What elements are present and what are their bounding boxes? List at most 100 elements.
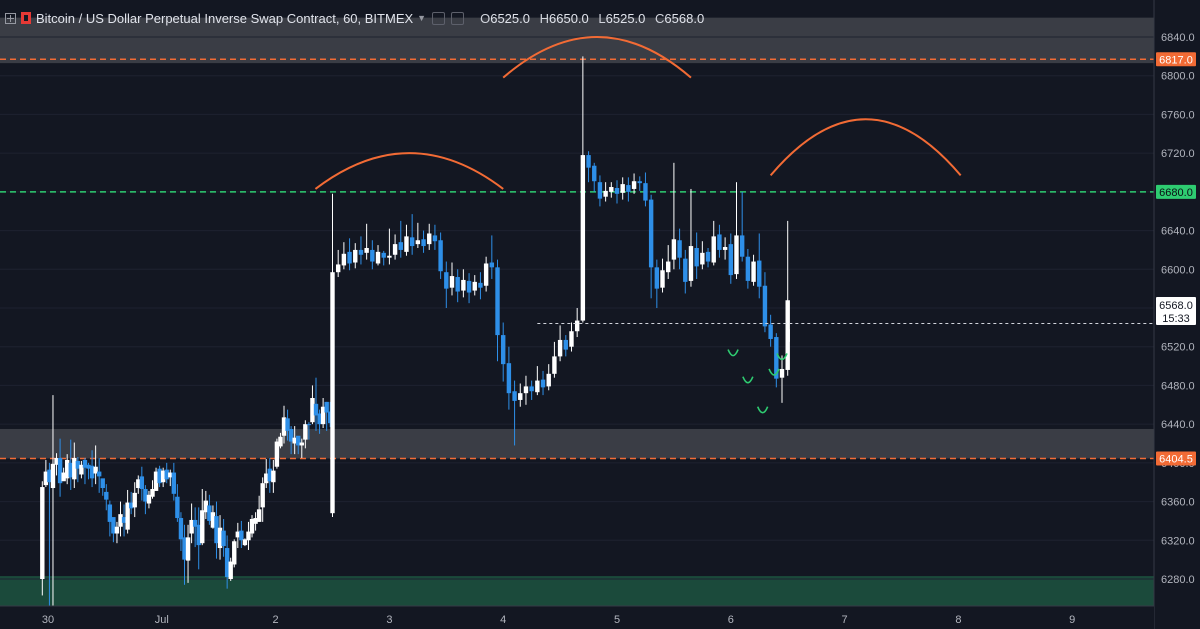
candle-body [739, 235, 745, 257]
y-tick-label: 6520.0 [1161, 342, 1195, 354]
x-tick-label: 9 [1069, 614, 1075, 626]
candle-body [444, 272, 449, 289]
hide-icon[interactable] [451, 11, 465, 25]
candle-body [660, 270, 665, 288]
candle-body [472, 281, 477, 291]
candle-body [512, 391, 517, 401]
candle-body [728, 244, 733, 276]
ohlc-low-key: L [598, 10, 606, 26]
last-price-value: 6568.0 [1159, 300, 1193, 312]
candle-body [700, 252, 705, 265]
candle-body [121, 517, 127, 523]
candle-body [54, 458, 59, 465]
candle-body [409, 237, 415, 247]
candle-body [347, 251, 352, 264]
candle-body [153, 471, 159, 491]
level-label-bg [1156, 184, 1196, 199]
candle-body [586, 155, 591, 168]
candle-body [207, 505, 212, 521]
candle-body [160, 470, 166, 483]
candle-body [392, 244, 398, 255]
symbol-title[interactable]: Bitcoin / US Dollar Perpetual Inverse Sw… [36, 10, 414, 26]
y-tick-label: 6640.0 [1161, 226, 1195, 238]
chevron-down-icon[interactable]: ▼ [417, 13, 427, 23]
pattern-arc[interactable] [314, 152, 504, 190]
candle-body [557, 339, 563, 357]
y-tick-label: 6280.0 [1161, 574, 1195, 586]
candle-body [466, 280, 472, 293]
candle-body [203, 500, 209, 513]
candle-body [100, 478, 105, 489]
pattern-arc[interactable] [769, 118, 962, 177]
candle-body [785, 329, 790, 370]
candle-body [705, 251, 711, 262]
time-axis[interactable] [0, 606, 1154, 629]
candle-body [774, 337, 779, 379]
candle-body [552, 356, 557, 374]
candle-body [569, 331, 574, 347]
pattern-arc[interactable] [502, 36, 692, 79]
candle-body [370, 249, 375, 262]
candle-body [86, 464, 91, 469]
candle-body [546, 373, 551, 387]
candle-body [637, 181, 642, 184]
candle-body [609, 187, 614, 192]
pattern-smile[interactable] [742, 376, 754, 384]
candle-body [387, 255, 392, 258]
candle-body [57, 458, 63, 484]
candle-body [292, 437, 297, 444]
candle-body [168, 472, 173, 478]
settings-icon[interactable] [432, 11, 446, 25]
candle-body [146, 494, 152, 504]
y-tick-label: 6320.0 [1161, 535, 1195, 547]
candle-body [631, 181, 637, 189]
candle-body [214, 516, 219, 544]
candle-body [192, 519, 198, 527]
candle-body [563, 339, 568, 350]
candle-body [43, 471, 49, 486]
candle-body [182, 537, 187, 560]
y-tick-label: 6440.0 [1161, 419, 1195, 431]
candle-body [478, 282, 483, 288]
candle-body [189, 519, 194, 534]
candle-body [249, 518, 255, 534]
candle-body [614, 187, 620, 194]
ohlc-open-value: 6525.0 [490, 10, 530, 26]
candle-body [666, 261, 671, 273]
candle-body [50, 463, 56, 489]
candle-body [449, 276, 455, 288]
pattern-smile[interactable] [756, 406, 769, 414]
candle-body [171, 472, 177, 494]
level-label-bg [1156, 52, 1196, 67]
candle-body [82, 459, 88, 468]
expand-icon[interactable] [4, 12, 16, 24]
candle-body [224, 548, 230, 578]
candle-body [64, 459, 70, 479]
candle-body [264, 473, 269, 484]
pattern-smile[interactable] [727, 349, 739, 357]
pattern-smile[interactable] [776, 353, 788, 361]
candle-body [89, 465, 95, 479]
candle-body [303, 424, 308, 440]
candle-body [620, 184, 625, 193]
y-tick-label: 6600.0 [1161, 264, 1195, 276]
candle-body [271, 470, 276, 483]
candle-body [489, 262, 495, 268]
candle-body [540, 379, 546, 388]
candle-body [114, 526, 120, 534]
candle-body [455, 277, 460, 292]
candle-body [358, 249, 364, 255]
ohlc-high-key: H [539, 10, 549, 26]
level-label: 6817.0 [1159, 54, 1193, 66]
candle-body [461, 279, 466, 291]
candle-body [118, 514, 123, 527]
candle-body [320, 406, 326, 425]
candle-body [523, 386, 529, 394]
candle-body [757, 260, 762, 287]
candle-body [317, 413, 322, 425]
candle-body [296, 435, 301, 446]
pattern-smile[interactable] [768, 368, 780, 376]
candle-body [683, 258, 688, 282]
candle-body [253, 518, 258, 524]
